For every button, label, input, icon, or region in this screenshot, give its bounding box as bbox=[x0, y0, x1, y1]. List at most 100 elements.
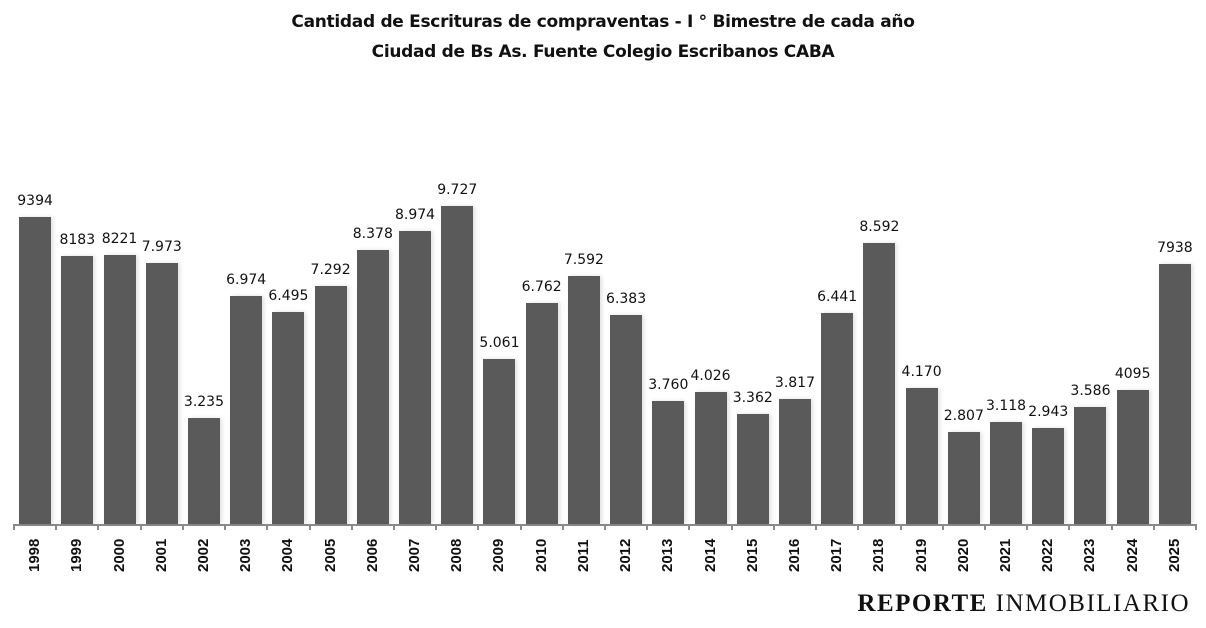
x-tick-label: 2025 bbox=[1165, 538, 1183, 572]
bar-2000 bbox=[103, 255, 136, 524]
bar-1999 bbox=[61, 256, 94, 524]
x-tick-label: 2002 bbox=[194, 538, 212, 572]
x-axis-tick bbox=[815, 524, 818, 530]
data-label: 2.807 bbox=[943, 408, 984, 424]
data-label: 6.974 bbox=[226, 272, 267, 288]
x-axis-tick bbox=[1068, 524, 1071, 530]
bar-2018 bbox=[863, 243, 896, 524]
data-label: 9394 bbox=[17, 193, 53, 209]
data-label: 8.974 bbox=[394, 207, 436, 223]
x-axis-tick bbox=[519, 524, 522, 530]
x-tick-label: 2009 bbox=[490, 538, 508, 572]
data-label: 3.760 bbox=[648, 377, 689, 393]
brand-logo: REPORTE INMOBILIARIO bbox=[857, 590, 1190, 618]
x-tick-label: 2014 bbox=[701, 538, 719, 572]
x-tick-label: 2018 bbox=[870, 538, 888, 572]
bar-2010 bbox=[525, 303, 558, 524]
x-axis-tick bbox=[561, 524, 564, 530]
data-label: 5.061 bbox=[479, 335, 520, 351]
x-axis-tick bbox=[772, 524, 775, 530]
x-axis-tick bbox=[13, 524, 15, 530]
bar-2007 bbox=[399, 231, 432, 524]
x-tick-label: 2003 bbox=[237, 538, 255, 572]
bar-2013 bbox=[652, 401, 685, 524]
x-tick-label: 2016 bbox=[785, 538, 803, 572]
x-axis-tick bbox=[181, 524, 184, 530]
x-axis-tick bbox=[308, 524, 311, 530]
x-axis-tick bbox=[1152, 524, 1155, 530]
x-axis-tick bbox=[350, 524, 353, 530]
x-tick-label: 1998 bbox=[26, 538, 44, 572]
x-tick-label: 2005 bbox=[321, 538, 339, 572]
x-axis-tick bbox=[97, 524, 100, 530]
brand-light: INMOBILIARIO bbox=[995, 590, 1190, 617]
bar-2022 bbox=[1032, 428, 1065, 524]
data-label: 8.592 bbox=[859, 219, 900, 235]
chart-subtitle: Ciudad de Bs As. Fuente Colegio Escriban… bbox=[371, 42, 835, 62]
x-tick-label: 2017 bbox=[828, 538, 846, 572]
bar-2019 bbox=[905, 388, 938, 524]
bar-2011 bbox=[567, 276, 600, 524]
bar-2014 bbox=[694, 392, 727, 524]
bar-2023 bbox=[1074, 407, 1107, 524]
x-axis-tick bbox=[688, 524, 691, 530]
data-label: 3.586 bbox=[1070, 383, 1111, 399]
x-tick-label: 2008 bbox=[448, 538, 466, 572]
data-label: 7.973 bbox=[141, 239, 182, 255]
x-axis-tick bbox=[604, 524, 606, 530]
x-tick-label: 2010 bbox=[532, 538, 550, 572]
data-label: 4.026 bbox=[690, 368, 731, 384]
bar-2017 bbox=[821, 313, 854, 524]
bar-1998 bbox=[19, 217, 52, 524]
x-tick-label: 2020 bbox=[954, 538, 972, 572]
x-axis-tick bbox=[899, 524, 902, 530]
data-label: 3.235 bbox=[183, 394, 224, 410]
bar-2024 bbox=[1116, 390, 1149, 524]
bar-2020 bbox=[947, 432, 980, 524]
x-axis-tick bbox=[1026, 524, 1029, 530]
x-tick-label: 2011 bbox=[574, 539, 592, 572]
bar-2015 bbox=[736, 414, 769, 524]
bar-2002 bbox=[187, 418, 220, 524]
bar-2009 bbox=[483, 359, 516, 524]
x-tick-label: 2013 bbox=[659, 538, 677, 572]
x-axis-tick bbox=[1195, 524, 1197, 530]
x-tick-label: 2001 bbox=[152, 538, 170, 572]
data-label: 7938 bbox=[1157, 240, 1193, 256]
brand-bold: REPORTE bbox=[857, 590, 988, 617]
x-tick-label: 2007 bbox=[406, 538, 424, 572]
data-label: 8.378 bbox=[352, 226, 393, 242]
data-label: 6.495 bbox=[268, 288, 309, 304]
bar-2016 bbox=[778, 399, 811, 524]
bar-2005 bbox=[314, 286, 347, 524]
bar-2004 bbox=[272, 312, 305, 524]
x-tick-label: 1999 bbox=[68, 538, 86, 572]
x-axis-tick bbox=[646, 524, 649, 530]
bar-2001 bbox=[145, 263, 178, 524]
x-axis-tick bbox=[941, 524, 944, 530]
x-tick-label: 2015 bbox=[743, 538, 761, 572]
data-label: 6.762 bbox=[521, 279, 562, 295]
data-label: 9.727 bbox=[437, 182, 478, 198]
data-label: 6.383 bbox=[606, 291, 647, 307]
x-axis-tick bbox=[139, 524, 142, 530]
data-label: 3.817 bbox=[774, 375, 815, 391]
data-label: 4095 bbox=[1114, 366, 1151, 382]
x-axis-tick bbox=[477, 524, 480, 530]
x-tick-label: 2023 bbox=[1081, 538, 1099, 572]
x-axis-tick bbox=[392, 524, 395, 530]
data-label: 4.170 bbox=[901, 364, 942, 380]
bar-2006 bbox=[356, 250, 389, 524]
bar-2025 bbox=[1158, 264, 1191, 524]
data-label: 6.441 bbox=[817, 289, 858, 305]
x-tick-label: 2004 bbox=[279, 538, 297, 572]
x-axis-tick bbox=[224, 524, 227, 530]
data-label: 3.118 bbox=[985, 398, 1027, 414]
data-label: 8221 bbox=[101, 231, 138, 247]
x-axis-tick bbox=[983, 524, 986, 530]
bar-2003 bbox=[230, 296, 263, 524]
x-tick-label: 2000 bbox=[110, 538, 128, 572]
data-label: 2.943 bbox=[1028, 404, 1069, 420]
x-axis-tick bbox=[730, 524, 733, 530]
x-tick-label: 2024 bbox=[1123, 538, 1141, 572]
